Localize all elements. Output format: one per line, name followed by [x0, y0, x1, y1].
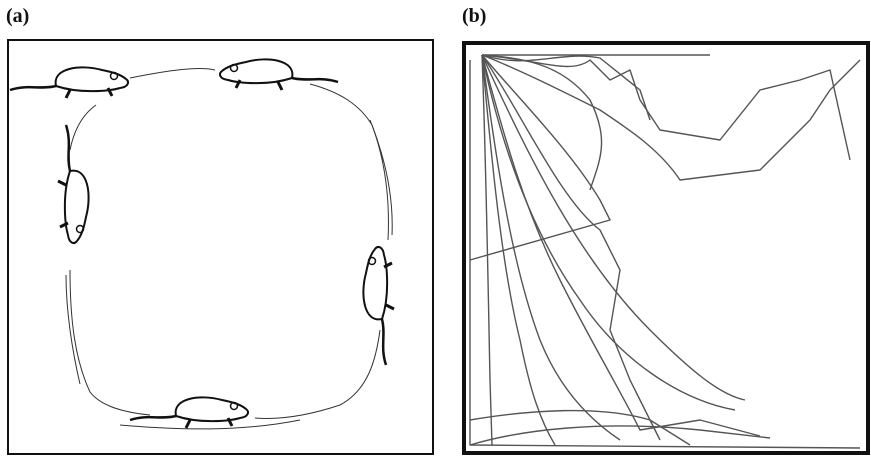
panel-label: (b)	[462, 5, 486, 27]
figure: (a) (b)	[0, 0, 871, 456]
arena	[8, 40, 433, 454]
panel-label: (a)	[6, 5, 29, 27]
page: {"panels": [{"label": "(a)"}, {"label": …	[0, 0, 871, 456]
